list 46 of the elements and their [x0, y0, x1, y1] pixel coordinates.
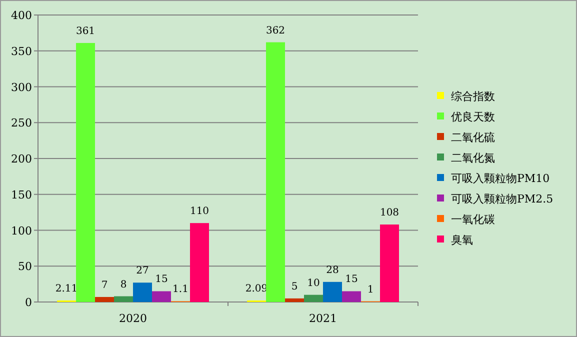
data-label: 8	[120, 279, 127, 290]
legend-label: 可吸入颗粒物PM2.5	[451, 192, 554, 206]
bar	[304, 294, 323, 302]
data-label: 5	[291, 281, 298, 292]
data-label: 1	[367, 284, 374, 296]
y-tick-label: 300	[11, 80, 32, 94]
data-label: 361	[76, 26, 96, 37]
data-label: 110	[190, 206, 210, 218]
bar	[266, 42, 285, 302]
data-label: 27	[136, 266, 149, 277]
bar	[190, 223, 209, 302]
data-label: 2.11	[55, 283, 78, 294]
x-tick-label: 2021	[309, 312, 337, 325]
y-tick-label: 50	[18, 260, 32, 274]
data-label: 15	[345, 274, 358, 286]
data-label: 108	[380, 208, 400, 219]
data-label: 28	[326, 264, 339, 276]
bar	[323, 282, 342, 302]
x-tick-label: 2020	[119, 312, 147, 325]
y-tick-label: 100	[11, 224, 32, 238]
legend-label: 二氧化硫	[451, 131, 495, 144]
y-tick-label: 150	[11, 188, 32, 202]
y-tick-label: 250	[11, 116, 32, 130]
legend-label: 二氧化氮	[451, 152, 495, 164]
legend-label: 可吸入颗粒物PM10	[451, 172, 550, 185]
data-label: 1.1	[172, 284, 188, 296]
bar	[76, 42, 95, 302]
bar	[380, 224, 399, 302]
bar	[342, 291, 361, 302]
data-label: 15	[155, 274, 168, 286]
bar	[133, 282, 152, 302]
y-tick-label: 400	[11, 9, 32, 22]
legend-label: 臭氧	[451, 234, 473, 246]
legend-label: 优良天数	[451, 110, 495, 124]
legend-label: 综合指数	[451, 90, 495, 103]
y-tick-label: 350	[11, 44, 32, 58]
legend-label: 一氧化碳	[451, 213, 495, 226]
y-tick-label: 0	[25, 296, 32, 309]
bar	[152, 291, 171, 302]
data-label: 7	[101, 280, 108, 291]
data-label: 362	[266, 25, 286, 36]
data-label: 10	[307, 278, 320, 289]
bar	[114, 296, 133, 302]
y-tick-label: 200	[11, 152, 32, 166]
bar	[285, 298, 304, 302]
bar	[95, 296, 114, 302]
